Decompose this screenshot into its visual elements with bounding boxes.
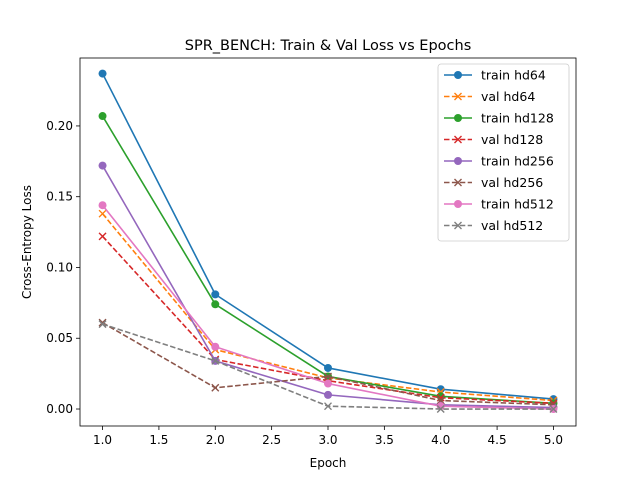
legend-label: train hd64 (481, 68, 546, 83)
x-tick-label: 5.0 (544, 433, 563, 447)
series-val-hd256 (98, 318, 558, 409)
data-point (211, 356, 220, 365)
legend-label: train hd256 (481, 154, 554, 169)
x-tick-label: 4.5 (488, 433, 507, 447)
data-point (98, 201, 107, 210)
legend-item: val hd128 (444, 132, 543, 147)
legend-marker (454, 71, 462, 79)
data-point (98, 209, 107, 218)
legend-label: val hd256 (481, 175, 543, 190)
data-point (98, 69, 107, 78)
y-axis: 0.00 0.05 0.10 0.15 0.20 (46, 119, 80, 416)
data-point (211, 300, 220, 309)
x-tick-label: 1.5 (149, 433, 168, 447)
legend-item: train hd256 (444, 154, 554, 169)
x-tick-label: 2.5 (262, 433, 281, 447)
data-point (211, 290, 220, 299)
legend-marker (454, 221, 462, 230)
data-point (324, 363, 332, 372)
data-point (324, 372, 332, 381)
data-point (98, 320, 107, 329)
data-point (436, 396, 445, 405)
legend-label: train hd128 (481, 111, 554, 126)
x-tick-label: 4.0 (431, 433, 450, 447)
legend-item: train hd64 (444, 68, 546, 83)
data-point (211, 383, 220, 392)
x-axis-label: Epoch (310, 456, 347, 470)
legend-label: val hd512 (481, 218, 543, 233)
x-tick-label: 2.0 (206, 433, 225, 447)
data-point (211, 342, 220, 351)
y-tick-label: 0.15 (46, 190, 73, 204)
legend-label: train hd512 (481, 197, 554, 212)
data-point (549, 405, 558, 414)
y-tick-label: 0.20 (46, 119, 73, 133)
legend-marker (454, 157, 462, 165)
legend-item: val hd64 (444, 89, 535, 104)
x-tick-label: 3.5 (375, 433, 394, 447)
legend-label: val hd128 (481, 132, 543, 147)
data-point (324, 402, 332, 411)
legend-item: val hd512 (444, 218, 543, 233)
data-point (98, 232, 107, 241)
y-tick-label: 0.05 (46, 331, 73, 345)
data-point (98, 112, 107, 121)
y-tick-label: 0.10 (46, 260, 73, 274)
data-point (324, 379, 332, 388)
x-tick-label: 1.0 (93, 433, 112, 447)
chart-title: SPR_BENCH: Train & Val Loss vs Epochs (185, 38, 472, 54)
legend-marker (454, 178, 462, 187)
legend-item: val hd256 (444, 175, 543, 190)
legend-marker (454, 200, 462, 208)
data-point (436, 392, 445, 401)
legend-item: train hd128 (444, 111, 554, 126)
legend: train hd64 val hd64 train hd128 val hd128 tr… (437, 63, 570, 242)
y-axis-label: Cross-Entropy Loss (20, 185, 34, 299)
legend-label: val hd64 (481, 89, 535, 104)
legend-marker (454, 114, 462, 122)
plot-area (98, 69, 558, 414)
legend-item: train hd512 (444, 197, 554, 212)
x-tick-label: 3.0 (318, 433, 337, 447)
legend-marker (454, 135, 462, 144)
data-point (98, 161, 107, 170)
data-point (324, 390, 332, 399)
x-axis: 1.0 1.5 2.0 2.5 3.0 3.5 4.0 4.5 5.0 (93, 426, 563, 447)
series-val-hd512 (98, 320, 558, 414)
series-line (102, 321, 554, 406)
legend-marker (454, 92, 462, 101)
legend-box (437, 63, 570, 242)
y-tick-label: 0.00 (46, 402, 73, 416)
data-point (436, 405, 445, 414)
